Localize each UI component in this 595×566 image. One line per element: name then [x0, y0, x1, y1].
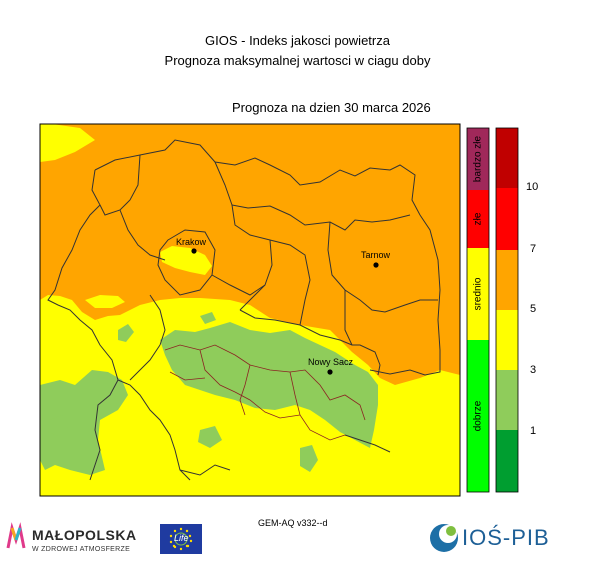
zone-srednio-west [85, 295, 125, 308]
city-label-krakow: Krakow [176, 237, 207, 247]
legend-cat-dobrze [467, 340, 489, 492]
city-label-nowy-sacz: Nowy Sacz [308, 357, 354, 367]
zone-dobrze-patch-2 [200, 312, 216, 324]
scale-band-5 [496, 188, 518, 250]
scale-band-3 [496, 310, 518, 370]
legend-cat-bardzo-zle [467, 128, 489, 190]
scale-band-1 [496, 430, 518, 492]
city-dot [327, 369, 333, 375]
city-marker-nowy-sacz [327, 369, 333, 375]
scale-label-7: 7 [530, 243, 537, 255]
legend-label-dobrze: dobrze [472, 400, 484, 432]
scale-label-3: 3 [530, 364, 537, 376]
model-version: GEM-AQ v332--d [258, 518, 328, 528]
forecast-date: Prognoza na dzien 30 marca 2026 [232, 100, 431, 115]
legend-cat-srednio [467, 248, 489, 340]
scale-label-10: 10 [526, 181, 539, 193]
county-borders [47, 139, 441, 481]
zone-srednio-krakow [160, 246, 212, 275]
legend-label-zle: złe [472, 212, 484, 226]
color-scale [495, 127, 519, 493]
zone-dobrze-patch-1 [118, 324, 134, 342]
ios-pib-logo-mark [430, 524, 458, 552]
zone-srednio-nw [40, 124, 95, 162]
city-marker-tarnow [373, 262, 379, 268]
zone-dobrze-patch-4 [198, 426, 222, 448]
scale-band-4 [496, 250, 518, 310]
malopolska-name: MAŁOPOLSKA [32, 527, 137, 543]
map-title: GIOS - Indeks jakosci powietrza [205, 33, 390, 48]
map-frame [39, 123, 461, 497]
category-legend [466, 127, 490, 493]
legend-cat-zle [467, 190, 489, 248]
zone-dobrze-sw [40, 370, 128, 475]
legend-cat-frame [466, 127, 490, 493]
scale-band-6 [496, 128, 518, 188]
scale-label-5: 5 [530, 303, 537, 315]
zone-zle [40, 124, 460, 385]
scale-band-2 [496, 370, 518, 430]
city-dot [373, 262, 379, 268]
malopolska-logo-mark [6, 522, 26, 549]
legend-label-bardzo-zle: bardzo złe [472, 135, 484, 183]
zone-dobrze-patch-3 [300, 445, 318, 472]
city-label-tarnow: Tarnow [361, 250, 391, 260]
eu-flag-icon [160, 524, 202, 554]
city-marker-krakow [191, 248, 197, 254]
eu-life-label: Life [174, 533, 189, 543]
city-dot [191, 248, 197, 254]
map-area [40, 124, 460, 496]
zone-dobrze-patch-5 [48, 415, 68, 436]
scale-frame [495, 127, 519, 493]
institute-name: IOŚ-PIB [462, 525, 550, 550]
map-subtitle: Prognoza maksymalnej wartosci w ciagu do… [164, 53, 431, 68]
legend-label-srednio: srednio [472, 277, 484, 311]
zone-dobrze-central [160, 322, 378, 448]
malopolska-tagline: W ZDROWEJ ATMOSFERZE [32, 546, 131, 553]
scale-label-1: 1 [530, 425, 537, 437]
district-borders [164, 344, 366, 441]
